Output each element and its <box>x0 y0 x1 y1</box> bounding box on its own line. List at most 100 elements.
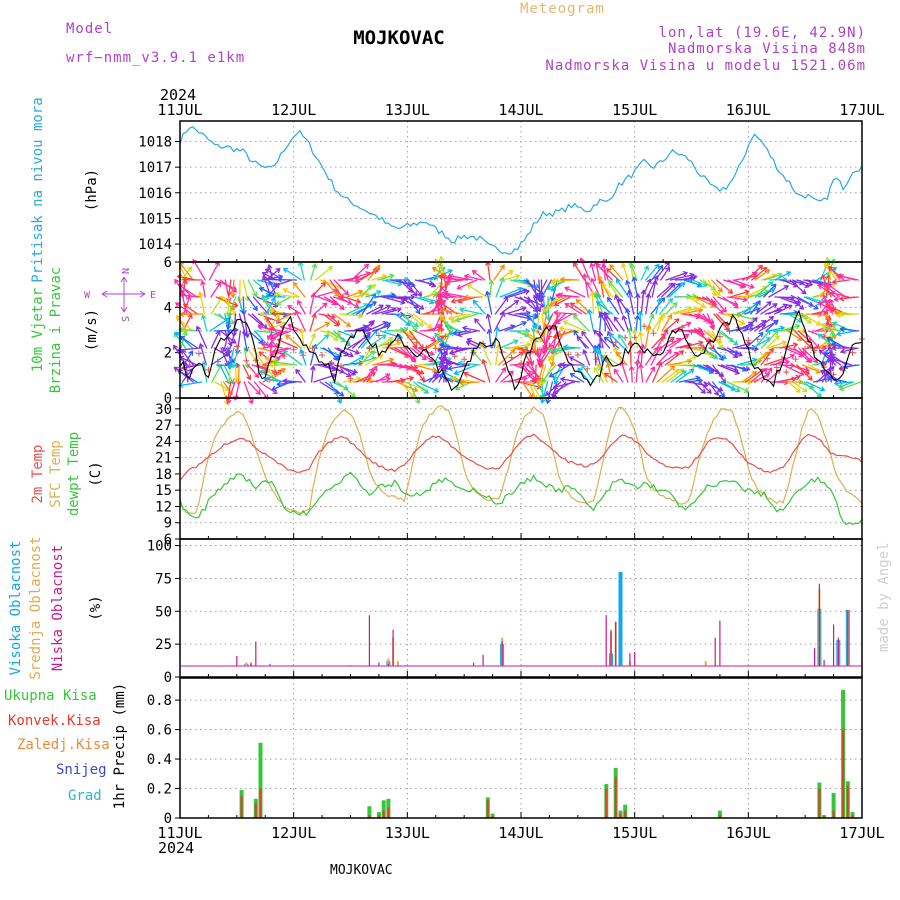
gust-marker <box>394 337 401 344</box>
gust-marker <box>849 349 856 356</box>
wind-barb <box>796 313 812 324</box>
wind-barb <box>342 376 362 383</box>
wind-barb <box>638 363 644 383</box>
wind-barb <box>779 342 798 349</box>
wind-barb <box>745 332 764 349</box>
wind-barb <box>235 364 242 386</box>
wind-barb <box>241 296 247 315</box>
wind-barb <box>198 343 207 366</box>
wind-barb <box>417 381 439 393</box>
wind-barb <box>655 349 672 366</box>
wind-barb <box>555 313 573 324</box>
wind-barb <box>803 381 822 398</box>
bottom-date-label: 15JUL <box>612 824 657 842</box>
wind-barb <box>768 303 788 315</box>
wind-barb <box>707 279 717 297</box>
y-tick-label: 2 <box>164 346 172 362</box>
wind-barb <box>329 296 345 311</box>
cloud-bar <box>482 654 484 666</box>
wind-panel: 0 2 4 6 10m Vjetar Brzina i Pravac (m/s) N … <box>30 255 865 407</box>
y-tick-label: 30 <box>155 402 172 418</box>
wind-barb <box>661 368 680 383</box>
precip-total-bar <box>381 800 386 818</box>
cloud-bar <box>397 665 399 666</box>
precip-legend-snow: Snijeg <box>56 762 107 778</box>
wind-barb <box>660 266 671 281</box>
wind-barb <box>614 294 624 315</box>
gust-marker <box>252 357 259 364</box>
wind-barb <box>308 333 316 349</box>
wind-barb <box>342 313 364 319</box>
gust-marker <box>697 342 704 349</box>
bottom-date-label: 11JUL <box>157 824 202 842</box>
wind-barb <box>603 311 619 332</box>
wind-barb <box>394 294 416 300</box>
wind-barb <box>773 304 793 315</box>
wind-barb <box>275 296 291 306</box>
precip-total-bar <box>831 792 836 818</box>
wind-barb <box>407 296 421 315</box>
wind-barb <box>839 381 862 392</box>
gust-marker <box>214 358 221 365</box>
wind-barb <box>687 296 706 308</box>
precip-total-bar <box>367 806 372 818</box>
wind-barb <box>323 279 340 297</box>
wind-barb <box>699 381 712 394</box>
y-tick-label: 0 <box>164 670 172 686</box>
gust-marker <box>233 343 240 350</box>
cloud-bar <box>629 653 631 666</box>
wind-barb <box>410 347 427 361</box>
wind-barb <box>548 296 567 307</box>
precip-panel: 0 0.2 0.4 0.6 0.8 Ukupna Kisa Konvek.Kisa Za… <box>4 677 863 827</box>
wind-barb <box>593 367 605 383</box>
wind-barb <box>271 310 297 317</box>
wind-barb <box>706 313 715 331</box>
wind-barb <box>498 270 514 281</box>
wind-barb <box>564 303 583 315</box>
model-label: Model <box>66 21 113 37</box>
wind-barb <box>557 330 576 338</box>
y-tick-label: 24 <box>155 434 172 450</box>
wind-barb <box>462 325 481 332</box>
gust-marker <box>347 375 354 382</box>
wind-barb <box>569 372 585 383</box>
y-tick-label: 27 <box>155 418 172 434</box>
cloud-bar <box>368 615 370 666</box>
wind-barb <box>360 284 372 298</box>
wind-barb <box>274 291 298 298</box>
wind-barb <box>789 296 805 310</box>
wind-barb <box>712 364 726 384</box>
sfc-temp-line <box>179 405 863 515</box>
pressure-unit: (hPa) <box>84 169 100 211</box>
gust-marker <box>451 353 458 360</box>
wind-barb <box>596 363 609 383</box>
cloud-bars <box>236 571 850 666</box>
wind-barb <box>726 347 743 357</box>
cloud-panel: 0 25 50 75 100 Visoka Oblacnost Srednja Obla… <box>8 536 863 686</box>
precip-conv-bar <box>614 776 617 818</box>
wind-barb <box>782 364 805 376</box>
y-tick-label: 100 <box>147 539 172 555</box>
wind-barb <box>787 381 801 393</box>
wind-barb <box>798 347 813 363</box>
gust-marker <box>356 360 363 367</box>
dir-west: W <box>84 290 91 301</box>
wind-barb <box>536 279 548 299</box>
wind-barb <box>195 325 208 349</box>
wind-barb <box>448 273 474 281</box>
wind-barb <box>282 350 303 366</box>
wind-barb <box>445 360 467 366</box>
wind-barb <box>521 330 544 343</box>
gust-marker <box>432 345 439 352</box>
wind-barb <box>410 364 425 382</box>
wind-barb <box>792 381 808 393</box>
wind-barb <box>801 313 822 326</box>
wind-barb <box>628 365 635 383</box>
y-tick-label: 0 <box>164 811 172 827</box>
wind-barb <box>613 316 625 332</box>
wind-barb <box>277 338 298 349</box>
wind-barb <box>763 272 783 281</box>
precip-total-bar <box>376 812 381 818</box>
wind-barb <box>243 313 250 338</box>
top-date-label: 14JUL <box>498 101 543 119</box>
